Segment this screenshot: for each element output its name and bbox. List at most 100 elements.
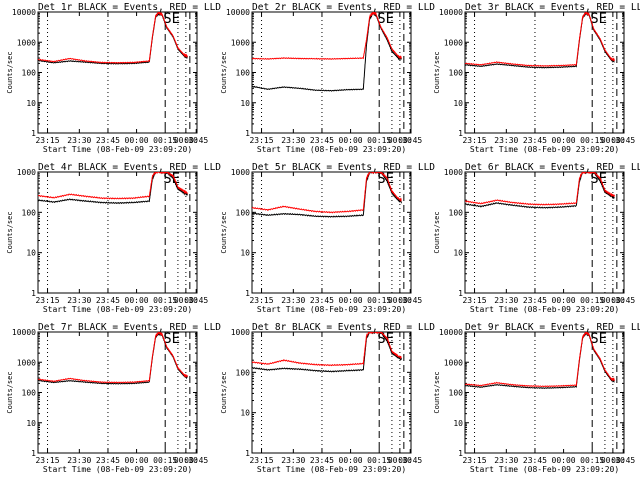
y-axis-label: Counts/sec: [6, 51, 14, 93]
x-tick-label: 00:15: [153, 456, 177, 465]
x-tick-label: 00:15: [153, 136, 177, 145]
y-tick-label: 1000: [17, 38, 36, 47]
detector-panel-7: Det 7r BLACK = Events, RED = LLD 1 10 100 10…: [6, 322, 221, 474]
x-tick-label: 00:30: [174, 456, 198, 465]
x-tick-label: 23:45: [523, 296, 547, 305]
x-tick-label: 00:00: [339, 136, 363, 145]
lld-series-line: [252, 12, 402, 60]
y-tick-label: 1000: [444, 358, 463, 367]
lld-series-line: [252, 172, 402, 214]
x-tick-label: 00:00: [552, 456, 576, 465]
x-tick-label: 00:00: [552, 296, 576, 305]
y-tick-label: 100: [22, 69, 37, 78]
x-tick-label: 23:30: [494, 456, 518, 465]
x-tick-label: 23:45: [310, 136, 334, 145]
x-tick-label: 23:15: [35, 456, 59, 465]
panel-title: Det 9r BLACK = Events, RED = LLD: [465, 322, 640, 333]
y-tick-label: 100: [449, 389, 464, 398]
y-tick-label: 10: [26, 419, 36, 428]
x-axis-label: Start Time (08-Feb-09 23:09:20): [470, 465, 619, 474]
panel-title: Det 7r BLACK = Events, RED = LLD: [38, 322, 221, 333]
lld-series-line: [252, 332, 402, 367]
y-tick-label: 1000: [444, 168, 463, 177]
x-tick-label: 00:30: [388, 136, 412, 145]
x-tick-label: 00:30: [388, 296, 412, 305]
x-tick-label: 00:30: [388, 456, 412, 465]
y-tick-label: 1000: [17, 168, 36, 177]
y-tick-label: 10: [453, 249, 463, 258]
y-tick-label: 10: [240, 99, 250, 108]
x-tick-label: 00:00: [339, 296, 363, 305]
detector-panel-3: Det 3r BLACK = Events, RED = LLD 1 10 100 10…: [433, 2, 640, 154]
y-axis-label: Counts/sec: [6, 211, 14, 253]
y-tick-label: 100: [22, 389, 37, 398]
se-annotation: SE: [590, 331, 607, 347]
x-tick-label: 23:45: [96, 296, 120, 305]
y-tick-label: 10000: [226, 8, 250, 17]
x-axis-label: Start Time (08-Feb-09 23:09:20): [470, 145, 619, 154]
panel-title: Det 4r BLACK = Events, RED = LLD: [38, 162, 221, 173]
events-series-line: [252, 12, 402, 92]
detector-panel-4: Det 4r BLACK = Events, RED = LLD 1 10 100 10…: [6, 162, 221, 314]
lld-series-line: [38, 12, 188, 64]
y-tick-label: 1: [31, 449, 36, 458]
y-tick-label: 1: [31, 289, 36, 298]
y-tick-label: 10: [240, 409, 250, 418]
x-tick-label: 00:45: [184, 296, 208, 305]
panel-title: Det 6r BLACK = Events, RED = LLD: [465, 162, 640, 173]
x-tick-label: 00:30: [601, 456, 625, 465]
y-tick-label: 1: [245, 289, 250, 298]
x-tick-label: 23:30: [494, 296, 518, 305]
x-tick-label: 00:45: [184, 136, 208, 145]
x-tick-label: 00:15: [580, 296, 604, 305]
y-axis-label: Counts/sec: [220, 211, 228, 253]
y-tick-label: 100: [236, 368, 251, 377]
y-tick-label: 10000: [12, 8, 36, 17]
x-tick-label: 00:15: [367, 296, 391, 305]
plot-frame: [251, 331, 412, 454]
x-tick-label: 23:15: [462, 136, 486, 145]
y-tick-label: 1: [458, 449, 463, 458]
x-tick-label: 00:45: [398, 456, 422, 465]
x-tick-label: 00:00: [125, 456, 149, 465]
y-tick-label: 10: [26, 249, 36, 258]
x-tick-label: 23:30: [67, 456, 91, 465]
x-tick-label: 00:15: [580, 456, 604, 465]
x-tick-label: 23:45: [96, 136, 120, 145]
x-tick-label: 23:15: [462, 456, 486, 465]
plot-frame: [464, 171, 625, 294]
x-tick-label: 00:45: [398, 136, 422, 145]
x-tick-label: 00:45: [611, 136, 635, 145]
plot-frame: [37, 11, 198, 134]
y-tick-label: 1000: [444, 38, 463, 47]
x-tick-label: 00:30: [601, 136, 625, 145]
se-annotation: SE: [590, 11, 607, 27]
y-tick-label: 1: [458, 129, 463, 138]
y-tick-label: 1: [31, 129, 36, 138]
lld-series-line: [38, 172, 188, 200]
x-tick-label: 23:15: [35, 136, 59, 145]
x-tick-label: 00:45: [611, 456, 635, 465]
x-tick-label: 23:45: [523, 456, 547, 465]
x-tick-label: 23:30: [494, 136, 518, 145]
detector-panel-9: Det 9r BLACK = Events, RED = LLD 1 10 100 10…: [433, 322, 640, 474]
se-annotation: SE: [377, 11, 394, 27]
y-tick-label: 10000: [439, 8, 463, 17]
x-tick-label: 00:15: [367, 136, 391, 145]
se-annotation: SE: [163, 331, 180, 347]
x-tick-label: 00:00: [125, 136, 149, 145]
y-tick-label: 1: [458, 289, 463, 298]
y-axis-label: Counts/sec: [433, 211, 441, 253]
y-tick-label: 10000: [439, 328, 463, 337]
y-tick-label: 100: [449, 69, 464, 78]
x-tick-label: 23:30: [281, 296, 305, 305]
x-tick-label: 23:30: [281, 456, 305, 465]
detector-panel-5: Det 5r BLACK = Events, RED = LLD 1 10 100 10…: [220, 162, 435, 314]
detector-panel-6: Det 6r BLACK = Events, RED = LLD 1 10 100 10…: [433, 162, 640, 314]
y-axis-label: Counts/sec: [220, 51, 228, 93]
x-tick-label: 23:15: [249, 456, 273, 465]
y-tick-label: 1000: [231, 38, 250, 47]
plot-frame: [251, 171, 412, 294]
lld-series-line: [465, 12, 615, 67]
